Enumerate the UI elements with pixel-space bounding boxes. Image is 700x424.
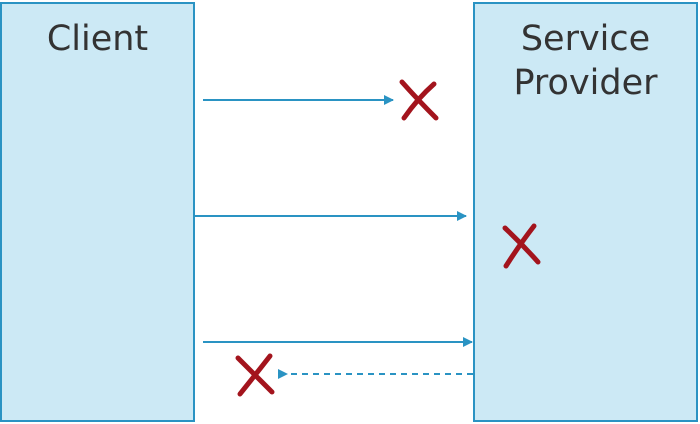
service-provider-label: Service Provider [513, 19, 658, 103]
request-lost-icon [399, 79, 439, 121]
provider-failure-icon [502, 223, 541, 269]
response-lost-icon [235, 353, 275, 397]
client-box: Client [0, 2, 195, 422]
service-provider-box: Service Provider [473, 2, 698, 422]
client-label: Client [46, 19, 149, 59]
